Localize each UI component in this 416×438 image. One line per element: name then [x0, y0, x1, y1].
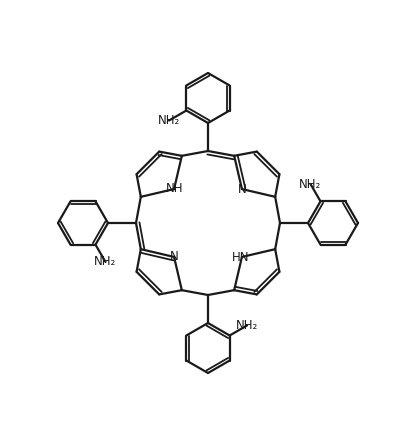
Text: HN: HN: [232, 251, 250, 265]
Text: NH: NH: [166, 182, 184, 194]
Text: NH₂: NH₂: [158, 114, 180, 127]
Text: NH₂: NH₂: [94, 255, 116, 268]
Text: N: N: [238, 183, 246, 195]
Text: NH₂: NH₂: [236, 319, 258, 332]
Text: NH₂: NH₂: [300, 177, 322, 191]
Text: N: N: [170, 251, 178, 263]
